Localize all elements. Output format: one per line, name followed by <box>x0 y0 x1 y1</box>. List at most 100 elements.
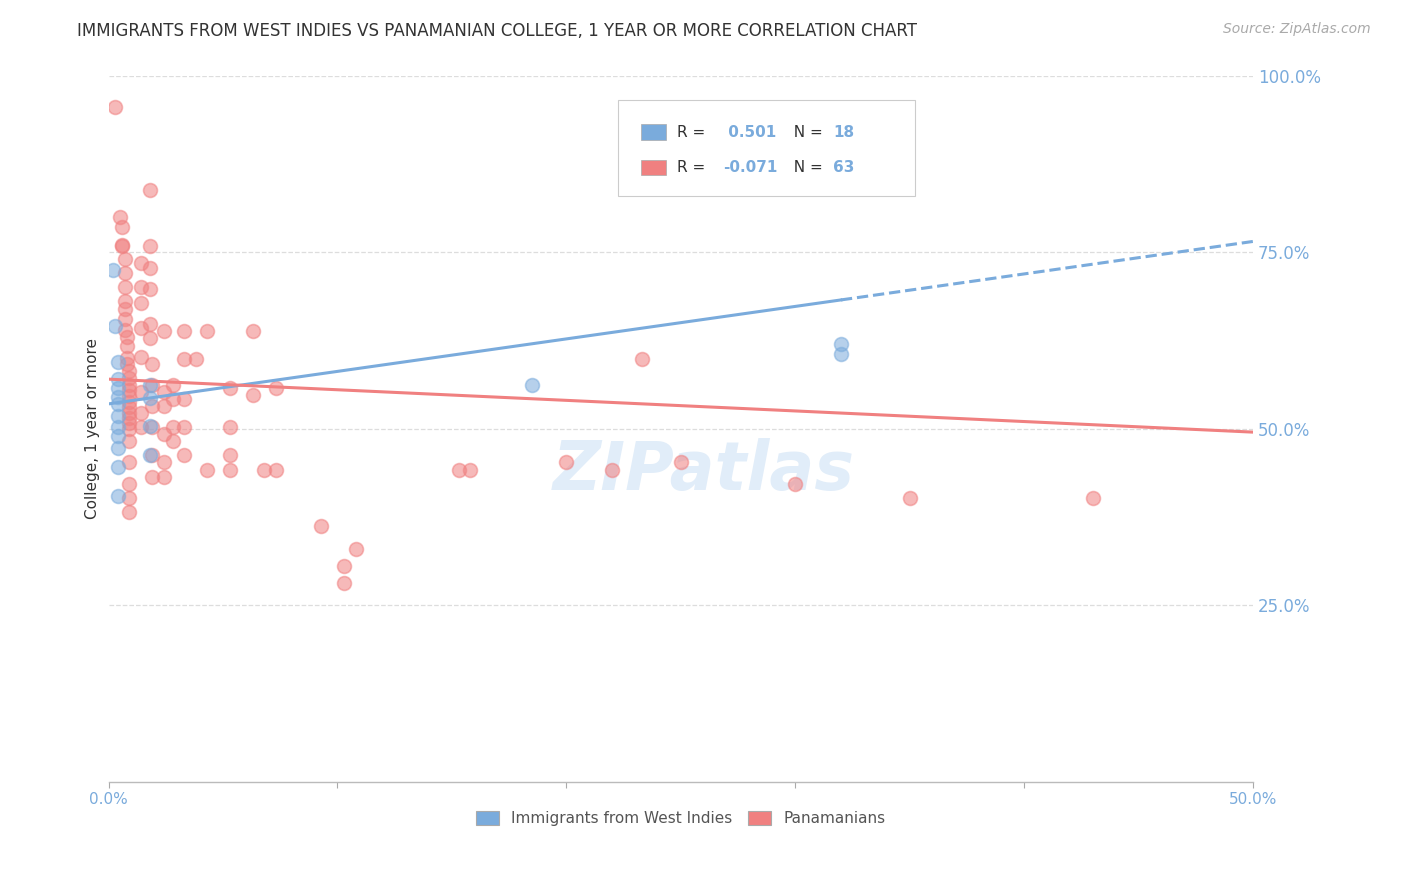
Point <box>114 252 136 266</box>
Point <box>118 364 141 378</box>
Point <box>173 352 195 367</box>
Point <box>219 449 242 463</box>
Point <box>107 489 129 503</box>
Text: 0.501: 0.501 <box>723 125 776 139</box>
Point <box>129 321 152 335</box>
Point <box>139 448 162 462</box>
Point <box>118 416 141 430</box>
Point <box>830 347 852 361</box>
Point <box>141 357 163 371</box>
Point <box>139 419 162 434</box>
Point <box>139 377 162 392</box>
Point <box>114 323 136 337</box>
Point <box>118 411 141 425</box>
Point <box>173 420 195 434</box>
FancyBboxPatch shape <box>641 124 666 140</box>
Point <box>104 319 127 334</box>
Point <box>107 397 129 411</box>
Text: Source: ZipAtlas.com: Source: ZipAtlas.com <box>1223 22 1371 37</box>
Point <box>118 401 141 415</box>
Point <box>118 370 141 384</box>
Point <box>108 210 131 224</box>
Point <box>118 406 141 420</box>
Point <box>139 260 162 275</box>
Point <box>114 301 136 316</box>
Point <box>162 434 184 449</box>
Point <box>344 541 367 556</box>
Point <box>107 372 129 386</box>
Text: -0.071: -0.071 <box>723 160 778 175</box>
Point <box>139 183 162 197</box>
Point <box>152 427 174 442</box>
Point <box>184 352 207 367</box>
Point <box>104 100 127 114</box>
FancyBboxPatch shape <box>617 100 915 195</box>
Point <box>118 491 141 505</box>
Point <box>600 462 623 476</box>
Y-axis label: College, 1 year or more: College, 1 year or more <box>86 338 100 519</box>
Point <box>333 575 356 590</box>
Point <box>118 383 141 397</box>
Point <box>219 381 242 395</box>
Point <box>152 455 174 469</box>
Point <box>195 324 218 338</box>
Text: 63: 63 <box>832 160 855 175</box>
Point <box>785 476 807 491</box>
Point <box>195 462 218 476</box>
Point <box>107 442 129 456</box>
Point <box>115 357 138 371</box>
Point <box>129 406 152 420</box>
Point <box>107 381 129 395</box>
Point <box>173 324 195 338</box>
Point <box>129 296 152 310</box>
Point <box>107 390 129 404</box>
Point <box>129 384 152 399</box>
Text: IMMIGRANTS FROM WEST INDIES VS PANAMANIAN COLLEGE, 1 YEAR OR MORE CORRELATION CH: IMMIGRANTS FROM WEST INDIES VS PANAMANIA… <box>77 22 917 40</box>
Point <box>115 351 138 365</box>
Point <box>114 312 136 326</box>
Point <box>152 469 174 483</box>
Point <box>219 420 242 434</box>
Point <box>115 330 138 344</box>
Point <box>253 462 276 476</box>
Point <box>107 409 129 423</box>
Point <box>555 455 578 469</box>
Point <box>129 255 152 269</box>
Point <box>111 238 134 252</box>
Point <box>139 282 162 296</box>
Point <box>111 220 134 235</box>
Point <box>830 336 852 351</box>
Point <box>118 394 141 409</box>
Point <box>311 519 333 533</box>
Point <box>242 324 264 338</box>
Point <box>264 462 287 476</box>
FancyBboxPatch shape <box>641 160 666 175</box>
Point <box>118 434 141 449</box>
Point <box>139 239 162 253</box>
Point <box>669 455 692 469</box>
Point <box>173 392 195 406</box>
Point <box>1081 491 1104 505</box>
Point <box>103 262 125 277</box>
Point <box>107 420 129 434</box>
Point <box>141 469 163 483</box>
Text: ZIPatlas: ZIPatlas <box>553 438 855 504</box>
Point <box>107 460 129 475</box>
Point <box>114 280 136 294</box>
Point <box>219 462 242 476</box>
Point <box>520 377 543 392</box>
Point <box>129 280 152 294</box>
Point <box>141 420 163 434</box>
Text: 18: 18 <box>832 125 853 139</box>
Point <box>118 421 141 435</box>
Point <box>173 449 195 463</box>
Point <box>118 455 141 469</box>
Point <box>898 491 921 505</box>
Point <box>139 391 162 405</box>
Point <box>152 399 174 413</box>
Text: R =: R = <box>678 160 710 175</box>
Point <box>141 377 163 392</box>
Point <box>114 266 136 280</box>
Point <box>152 384 174 399</box>
Point <box>264 381 287 395</box>
